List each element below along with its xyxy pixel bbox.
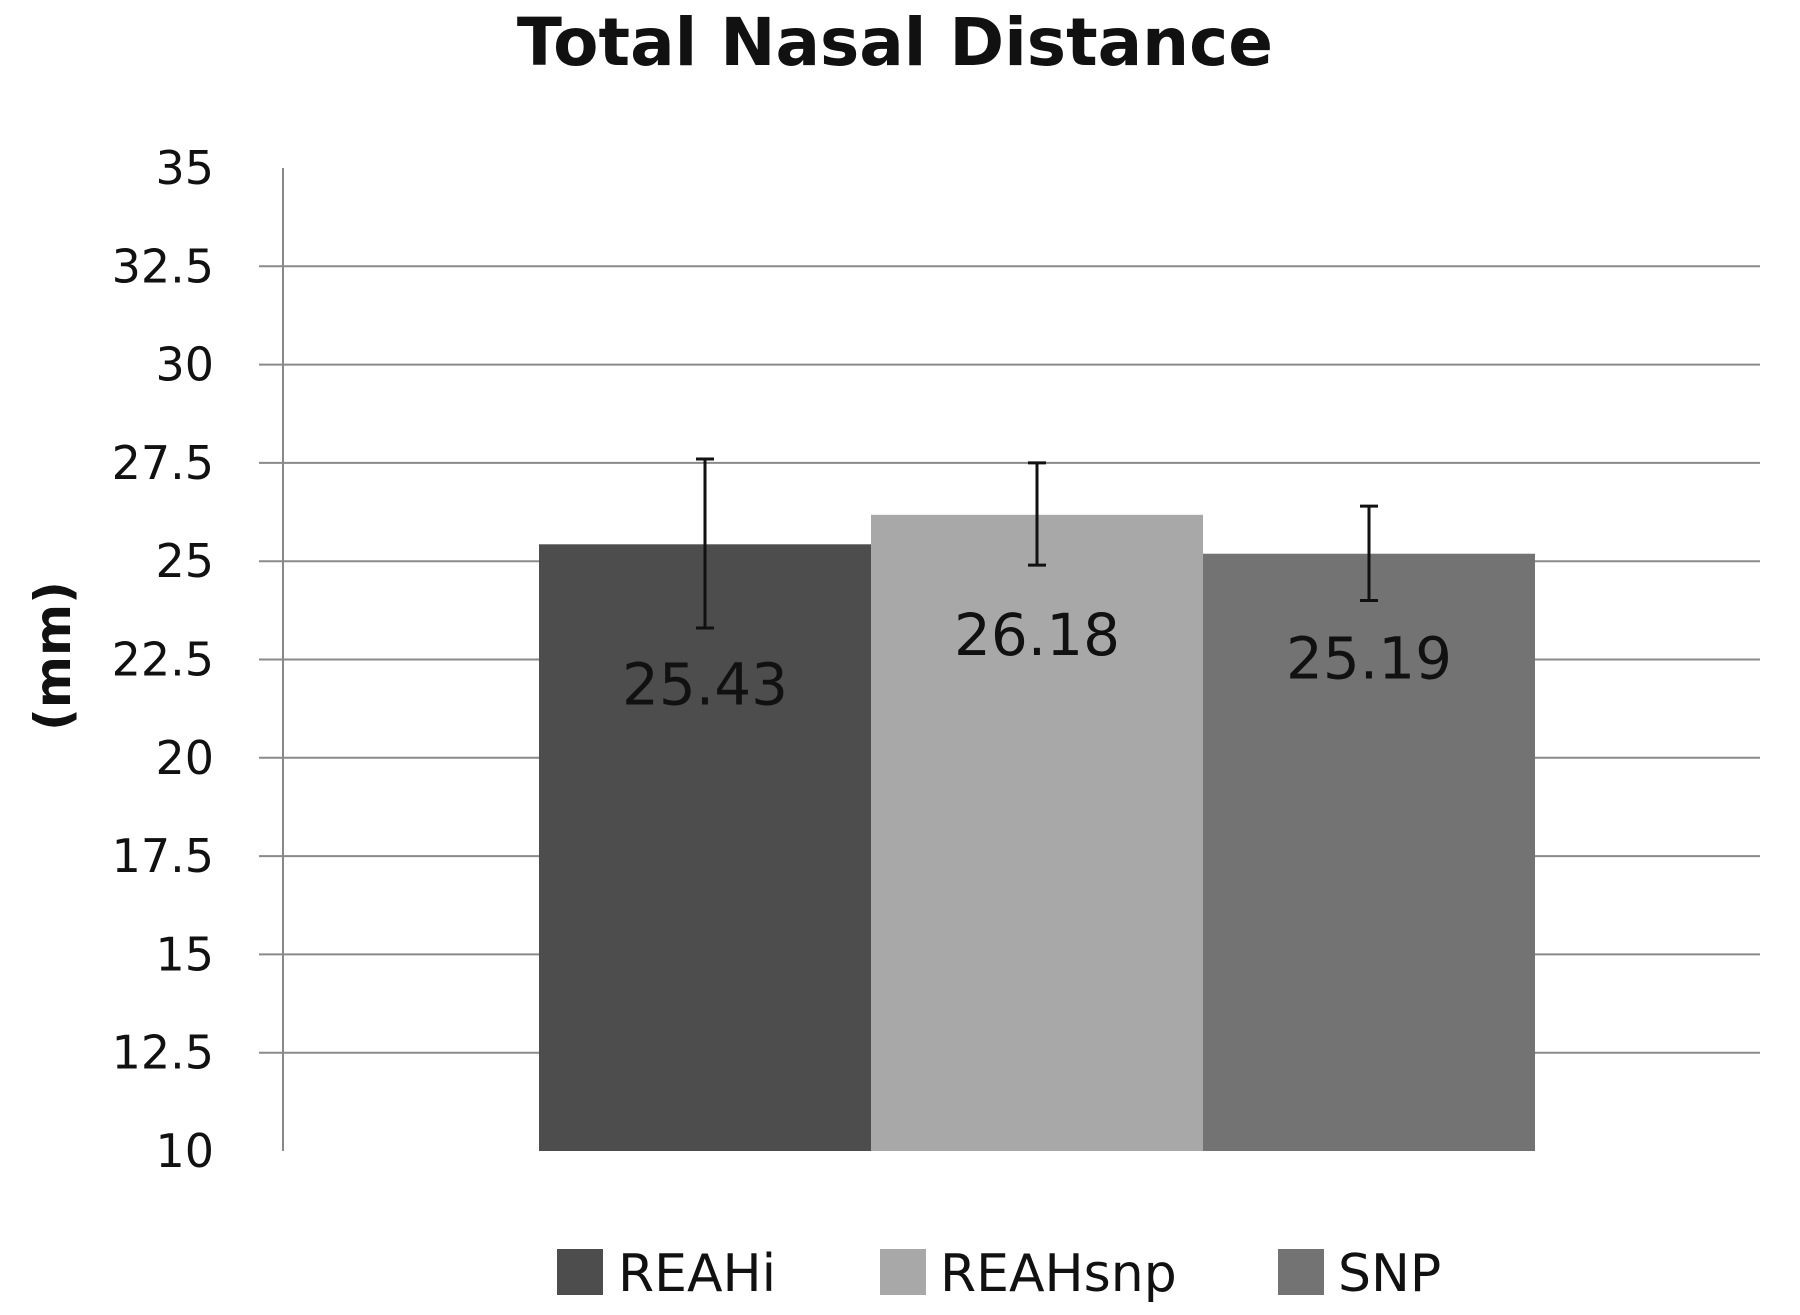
y-axis-ticks: 10 12.5 15 17.5 20 22.5 25 27.5 30 32.5 35 (112, 141, 214, 1178)
y-tick-label: 32.5 (112, 239, 214, 293)
bar-snp (1203, 553, 1535, 1151)
data-label: 26.18 (954, 601, 1120, 669)
data-label: 25.19 (1286, 625, 1452, 693)
legend: REAHi REAHsnp SNP (557, 1244, 1441, 1304)
legend-label: SNP (1338, 1244, 1441, 1304)
bar-reahi (539, 544, 871, 1151)
y-tick-label: 17.5 (112, 829, 214, 883)
error-bars (696, 457, 1378, 630)
bars (539, 514, 1535, 1151)
data-labels: 25.43 26.18 25.19 (622, 601, 1452, 718)
y-tick-label: 10 (155, 1124, 214, 1178)
y-axis-label: (mm) (24, 581, 82, 731)
y-tick-label: 27.5 (112, 436, 214, 490)
legend-label: REAHsnp (940, 1244, 1177, 1304)
y-tick-label: 15 (155, 927, 214, 981)
chart-title: Total Nasal Distance (517, 4, 1273, 81)
data-label: 25.43 (622, 650, 788, 718)
y-tick-label: 22.5 (112, 633, 214, 687)
legend-swatch-reahsnp (880, 1249, 926, 1295)
y-tick-label: 25 (155, 534, 214, 588)
y-tick-label: 12.5 (112, 1026, 214, 1080)
bar-reahsnp (871, 514, 1203, 1151)
legend-swatch-reahi (557, 1249, 603, 1295)
legend-swatch-snp (1278, 1249, 1324, 1295)
y-tick-label: 30 (155, 338, 214, 392)
y-tick-label: 20 (155, 731, 214, 785)
legend-label: REAHi (618, 1244, 776, 1304)
y-tick-label: 35 (155, 141, 214, 195)
